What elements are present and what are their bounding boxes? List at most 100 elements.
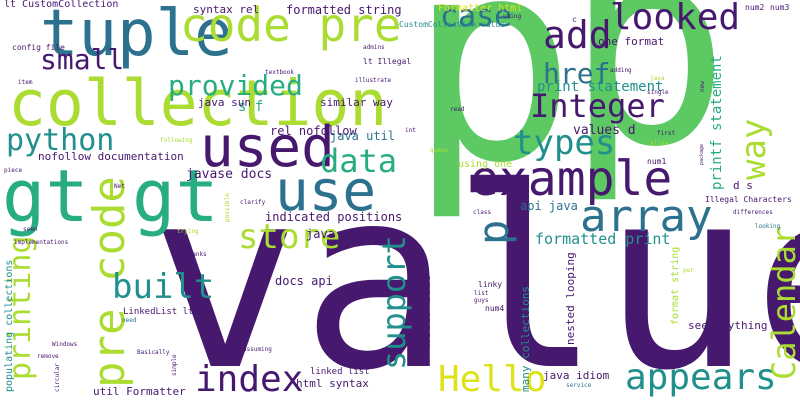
word-code-pre: code pre xyxy=(180,0,402,52)
word-illustrate: illustrate xyxy=(355,77,392,84)
phrase-print-statement: print statement xyxy=(537,79,664,95)
word-num4: num4 xyxy=(485,304,505,313)
phrase-illegal-characters: Illegal Characters xyxy=(705,195,792,204)
phrase-java-util: java util xyxy=(330,129,396,143)
word-read: read xyxy=(450,106,465,113)
word-item: item xyxy=(18,79,33,86)
word-example: example xyxy=(470,151,673,207)
word-p: p xyxy=(408,0,577,225)
word-collection: collection xyxy=(8,67,388,140)
word-first: first xyxy=(657,130,676,137)
word-possible: possible xyxy=(224,193,231,222)
word-gt-gt: gt gt xyxy=(2,154,219,238)
word-c: c xyxy=(572,15,577,24)
word-data: data xyxy=(320,142,398,180)
word-looked: looked xyxy=(610,0,741,38)
phrase-html-syntax: html syntax xyxy=(296,377,369,390)
phrase-lt-customcollection: lt CustomCollection xyxy=(4,0,119,10)
word-way: way xyxy=(734,118,774,180)
word-circular: circular xyxy=(54,363,61,392)
word-linky: linky xyxy=(478,280,503,289)
word-array: array xyxy=(580,191,713,242)
word-types: types xyxy=(513,123,616,163)
word-java: java xyxy=(650,75,665,82)
word-integer: Integer xyxy=(530,87,665,125)
word-adding: adding xyxy=(610,67,632,74)
phrase-see-anything: see anything xyxy=(688,319,768,332)
phrase-values-d: values d xyxy=(573,123,636,138)
phrase-formatted-string: formatted string xyxy=(286,3,402,17)
word-value: value xyxy=(150,134,800,400)
word-admins: admins xyxy=(363,44,385,51)
phrase-util-formatter: util Formatter xyxy=(93,385,186,398)
word-class: class xyxy=(473,209,492,216)
word-calendar: Calendar xyxy=(765,225,800,380)
phrase-linked-list: linked list xyxy=(310,367,370,377)
word-provided: provided xyxy=(168,69,303,102)
word-num1: num1 xyxy=(647,157,667,166)
phrase-lt-illegal: lt Illegal xyxy=(363,57,412,66)
word-implementations: implementations xyxy=(14,239,69,246)
word-int: int xyxy=(405,127,416,134)
word-built: built xyxy=(112,267,215,307)
word-differences: differences xyxy=(733,209,773,216)
word-trying: trying xyxy=(177,228,199,235)
phrase-javase-docs: javase docs xyxy=(186,167,273,182)
phrase-formatted-print: formatted print xyxy=(535,230,671,248)
word-href: href xyxy=(543,57,611,90)
phrase-hello-code: Hello code xyxy=(419,274,433,347)
phrase-nofollow-documentation: nofollow documentation xyxy=(38,150,184,163)
word-guys: guys xyxy=(474,297,489,304)
word-assuming: assuming xyxy=(243,346,272,353)
word-looking: looking xyxy=(755,223,781,230)
word-appears: appears xyxy=(625,357,777,398)
phrase-syntax-rel: syntax rel xyxy=(193,3,260,16)
word-package: package xyxy=(699,143,705,165)
phrase-using-one: using one xyxy=(458,159,513,170)
word-service: service xyxy=(566,382,592,389)
word-windows: Windows xyxy=(52,341,78,348)
phrase-customcollection-value: CustomCollection value xyxy=(399,20,505,29)
phrase-rel-nofollow: rel nofollow xyxy=(270,124,357,138)
word-textbook: textbook xyxy=(265,69,294,76)
word-p: p xyxy=(565,0,731,207)
word-clarify: clarify xyxy=(240,199,266,206)
word-piece: piece xyxy=(4,167,23,174)
phrase-java-idiom: java idiom xyxy=(543,369,610,382)
phrase-many-collections: many collections xyxy=(519,286,532,392)
word-tuple: tuple xyxy=(40,0,233,71)
phrase-populating-collections: populating collections xyxy=(4,259,15,392)
phrase-similar-way: similar way xyxy=(320,96,393,109)
phrase-d-s: d s xyxy=(733,179,753,192)
phrase-docs-api: docs api xyxy=(275,274,333,288)
word-queue: queue xyxy=(430,147,449,154)
word-single: single xyxy=(647,89,669,96)
phrase-linkedlist-lt: LinkedList lt xyxy=(123,307,194,317)
word-basically: Basically xyxy=(137,349,170,356)
word-new: new xyxy=(699,81,706,92)
phrase-one-format: one format xyxy=(598,35,665,48)
phrase-format-string: format string xyxy=(670,246,681,325)
phrase-java-printf: java printf xyxy=(306,227,386,241)
word-p-small: p xyxy=(469,219,518,245)
word-simple: simple xyxy=(171,354,178,376)
word-used: used xyxy=(200,115,335,180)
word-thanks: Thanks xyxy=(185,251,207,258)
word-use: use xyxy=(275,159,377,224)
word-index: index xyxy=(195,359,304,400)
phrase-java-sun: java sun xyxy=(198,96,251,109)
word-using: using xyxy=(503,13,522,20)
word-add: add xyxy=(543,13,612,57)
word-following: following xyxy=(160,137,193,144)
phrase-printf-statement: printf statement xyxy=(709,55,725,190)
word-need: need xyxy=(122,317,137,324)
word-num2: num2 xyxy=(745,3,765,12)
word-config-file: config file xyxy=(12,43,65,52)
word-num3: num3 xyxy=(770,3,790,12)
word-per: per xyxy=(683,267,694,274)
word-hello: Hello xyxy=(438,359,547,400)
phrase-nested-looping: nested looping xyxy=(564,252,577,345)
word-store: store xyxy=(238,217,341,257)
phrase-api-java: api java xyxy=(520,199,578,213)
